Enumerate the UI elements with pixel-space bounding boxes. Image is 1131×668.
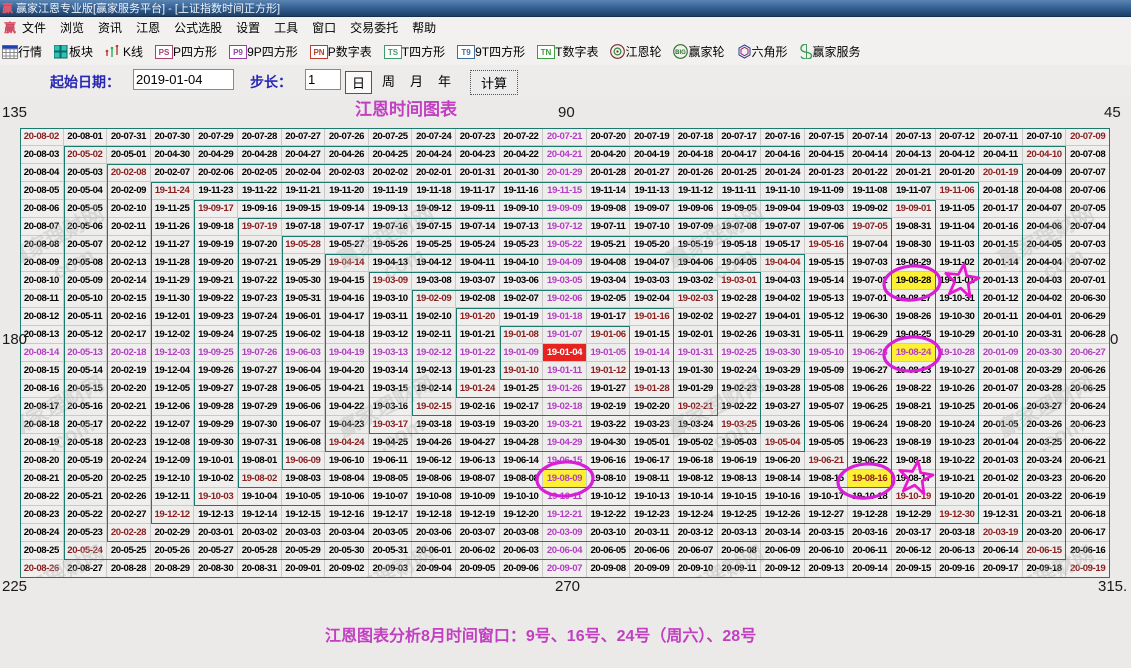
svg-text:PN: PN xyxy=(313,48,324,57)
svg-text:T9: T9 xyxy=(461,48,471,57)
svg-text:TS: TS xyxy=(388,48,399,57)
svg-text:PS: PS xyxy=(159,48,170,57)
svg-text:P9: P9 xyxy=(233,48,243,57)
svg-text:BIG: BIG xyxy=(676,50,687,56)
svg-text:TN: TN xyxy=(541,48,552,57)
